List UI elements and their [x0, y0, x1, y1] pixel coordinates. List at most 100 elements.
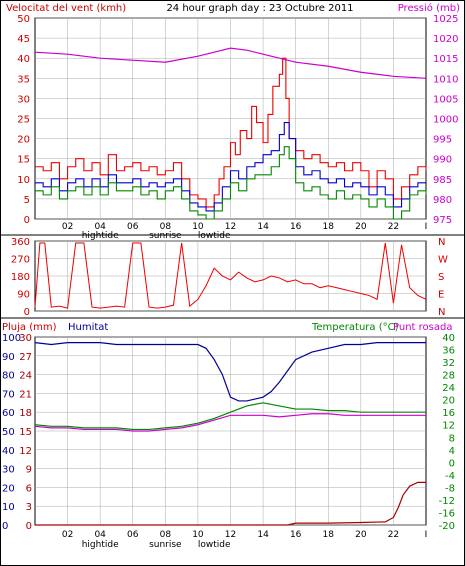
humidity-x-tick-label: 04 — [94, 530, 106, 540]
humidity-event-label: sunrise — [149, 540, 182, 550]
dew-line — [34, 413, 426, 432]
chart-title: 24 hour graph day : 23 Octubre 2011 — [166, 3, 353, 14]
pressure-tick-label: 980 — [433, 195, 452, 206]
wind-x-tick-label: 16 — [290, 222, 302, 232]
humidity-tick-label: 60 — [2, 408, 15, 419]
temperature-axis-title: Temperatura (°C) — [311, 322, 399, 333]
wind-event-label: hightide — [82, 231, 119, 241]
temperature-tick-label: -12 — [439, 496, 455, 507]
rain-tick-label: 21 — [19, 389, 32, 400]
humidity-x-tick-label: 20 — [355, 530, 367, 540]
wind-tick-label: 35 — [17, 74, 30, 85]
humidity-tick-label: 40 — [2, 446, 15, 457]
wind-tick-label: 20 — [17, 135, 30, 146]
wind-x-tick-label: 04 — [94, 222, 106, 232]
rain-tick-label: 27 — [19, 352, 32, 363]
temperature-tick-label: -4 — [445, 471, 455, 482]
rain-tick-label: 30 — [19, 333, 32, 344]
compass-label: E — [438, 290, 444, 301]
wind-tick-label: 15 — [17, 155, 30, 166]
humidity-x-tick-label: 10 — [192, 530, 204, 540]
wind-tick-label: 45 — [17, 34, 30, 45]
humidity-tick-label: 10 — [2, 502, 15, 513]
wind-x-tick-label: 18 — [323, 222, 335, 232]
rain-line — [35, 481, 426, 526]
compass-label: N — [438, 307, 445, 318]
humidity-x-tick-label: 16 — [290, 530, 302, 540]
wind-low-line — [35, 146, 427, 220]
humidity-tick-label: 70 — [2, 389, 15, 400]
pressure-tick-label: 995 — [433, 135, 452, 146]
humidity-tick-label: 80 — [2, 371, 15, 382]
wind-event-label: sunrise — [149, 231, 182, 241]
temperature-tick-label: 16 — [442, 408, 455, 419]
temperature-tick-label: 32 — [442, 358, 455, 369]
pressure-tick-label: 1000 — [433, 115, 458, 126]
wind-x-tick-label: I — [425, 222, 428, 232]
wind-tick-label: 25 — [17, 115, 30, 126]
humidity-tick-label: 50 — [2, 427, 15, 438]
pressure-tick-label: 1005 — [433, 94, 458, 105]
wind-gust-line — [35, 57, 427, 208]
rain-tick-label: 9 — [26, 465, 32, 476]
wind-x-tick-label: 14 — [257, 222, 269, 232]
humidity-x-tick-label: 08 — [160, 530, 172, 540]
temperature-tick-label: -8 — [445, 483, 455, 494]
rain-tick-label: 15 — [19, 427, 32, 438]
wind-tick-label: 50 — [17, 14, 30, 25]
direction-tick-label: 90 — [17, 290, 30, 301]
wind-x-tick-label: 22 — [388, 222, 399, 232]
temperature-tick-label: 8 — [449, 433, 455, 444]
pressure-tick-label: 990 — [433, 155, 452, 166]
rain-tick-label: 12 — [19, 446, 32, 457]
humidity-x-tick-label: 22 — [388, 530, 399, 540]
humidity-x-tick-label: 14 — [257, 530, 269, 540]
pressure-tick-label: 975 — [433, 215, 452, 226]
temperature-tick-label: 36 — [442, 346, 455, 357]
wind-tick-label: 10 — [17, 175, 30, 186]
temperature-tick-label: 24 — [442, 383, 455, 394]
humidity-line — [34, 342, 426, 402]
temperature-tick-label: 40 — [442, 333, 455, 344]
wind-tick-label: 40 — [17, 54, 30, 65]
humidity-axis-title: Humitat — [68, 322, 108, 333]
wind-tick-label: 30 — [17, 94, 30, 105]
wind-x-tick-label: 20 — [355, 222, 367, 232]
temperature-tick-label: 12 — [442, 421, 455, 432]
direction-tick-label: 270 — [11, 255, 30, 266]
pressure-tick-label: 1025 — [433, 14, 458, 25]
temperature-tick-label: -20 — [439, 521, 455, 532]
direction-tick-label: 0 — [24, 307, 30, 318]
temperature-tick-label: 4 — [449, 446, 455, 457]
humidity-tick-label: 100 — [2, 333, 21, 344]
rain-tick-label: 3 — [26, 502, 32, 513]
pressure-axis-title: Pressió (mb) — [398, 2, 460, 14]
pressure-tick-label: 1015 — [433, 54, 458, 65]
rain-axis-title: Pluja (mm) — [2, 322, 57, 333]
humidity-x-tick-label: 12 — [225, 530, 236, 540]
temperature-tick-label: -16 — [439, 508, 455, 519]
humidity-event-label: hightide — [82, 540, 119, 550]
direction-tick-label: 180 — [11, 272, 30, 283]
humidity-tick-label: 0 — [2, 521, 8, 532]
wind-axis-title: Velocitat del vent (kmh) — [6, 3, 126, 14]
wind-x-tick-label: 12 — [225, 222, 236, 232]
wind-tick-label: 0 — [24, 215, 30, 226]
wind-x-tick-label: 06 — [127, 222, 139, 232]
wind-direction-line — [34, 242, 427, 309]
compass-label: N — [438, 237, 445, 248]
rain-tick-label: 24 — [19, 371, 32, 382]
humidity-x-tick-label: 18 — [323, 530, 335, 540]
dew-point-title: Punt rosada — [393, 322, 452, 333]
compass-label: W — [438, 255, 448, 266]
compass-label: S — [438, 272, 444, 283]
humidity-event-label: lowtide — [198, 540, 231, 550]
temperature-tick-label: 0 — [449, 458, 455, 469]
humidity-x-tick-label: 06 — [127, 530, 139, 540]
chart-layer: 0510152025303540455097598098599099510001… — [2, 14, 458, 550]
wind-tick-label: 5 — [24, 195, 30, 206]
rain-tick-label: 6 — [26, 483, 32, 494]
